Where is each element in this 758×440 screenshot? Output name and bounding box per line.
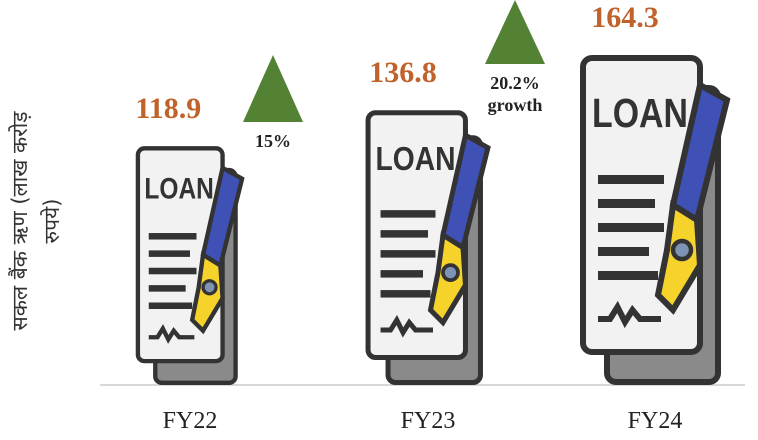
text-line [598, 223, 664, 232]
x-tick-label: FY23 [401, 408, 456, 434]
growth-triangle [485, 0, 545, 64]
growth-label: 20.2% growth [470, 72, 560, 116]
text-line [381, 250, 436, 257]
bar-icon: LOAN [583, 58, 727, 382]
text-line [381, 210, 436, 217]
y-axis-label: सकल बैंक ऋण (लाख करोड़ रुपये) [4, 86, 76, 356]
x-tick-label: FY22 [163, 408, 218, 434]
value-label: 164.3 [591, 1, 659, 34]
pen-hole [203, 281, 216, 294]
icon-label: LOAN [592, 90, 688, 136]
x-tick-label: FY24 [628, 408, 683, 434]
text-line [598, 271, 658, 280]
text-line [598, 199, 655, 208]
text-line [381, 290, 431, 297]
icon-label: LOAN [376, 140, 456, 178]
value-label: 118.9 [135, 92, 201, 125]
text-line [149, 233, 197, 240]
bar-icon: LOAN [368, 113, 488, 383]
text-line [381, 230, 428, 237]
text-line [149, 250, 190, 257]
icon-label: LOAN [144, 172, 213, 205]
pen-hole [443, 265, 458, 280]
text-line [149, 268, 197, 275]
growth-triangle [243, 55, 303, 122]
text-line [598, 175, 664, 184]
chart-canvas: LOAN 118.9 FY22 LOAN 136.8 FY23 LOAN 164.3 FY24 [0, 0, 758, 440]
text-line [149, 303, 192, 310]
text-line [149, 285, 186, 292]
text-line [598, 247, 649, 256]
bar-icon: LOAN [138, 148, 242, 382]
chart: LOAN118.9FY22LOAN136.8FY23LOAN164.3FY24 … [0, 0, 758, 440]
value-label: 136.8 [369, 56, 437, 89]
pen-hole [673, 241, 691, 259]
growth-label: 15% [228, 130, 318, 152]
text-line [381, 270, 423, 277]
